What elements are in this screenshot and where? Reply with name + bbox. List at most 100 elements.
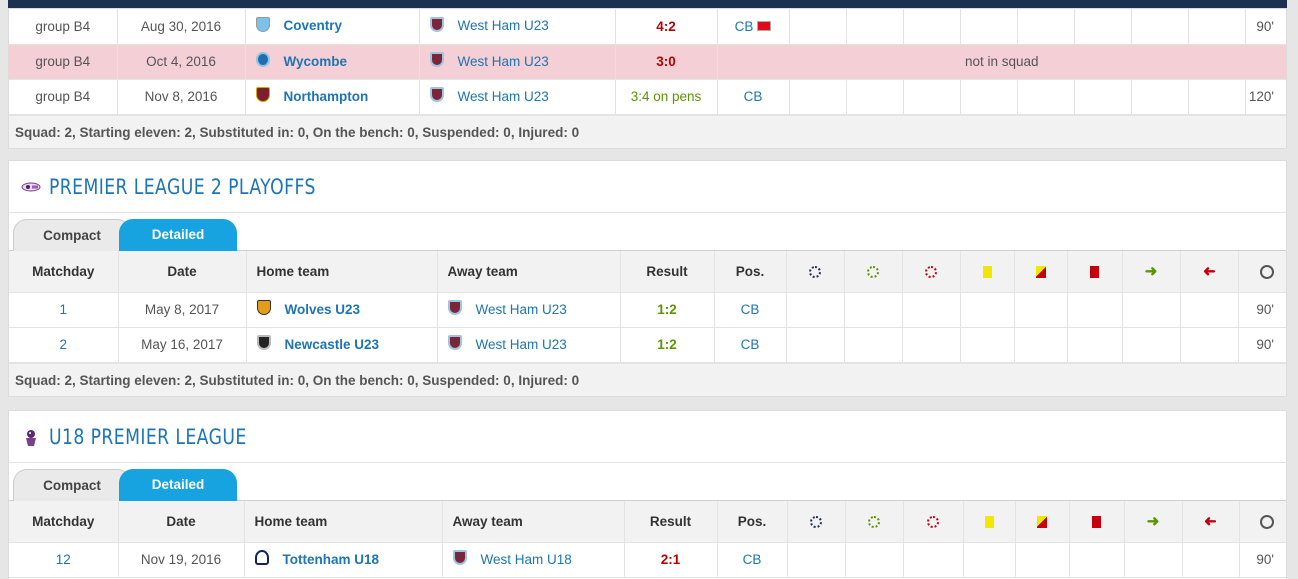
home-team-link[interactable]: Wycombe — [283, 53, 348, 69]
away-team-link[interactable]: West Ham U23 — [457, 53, 549, 69]
matchday-cell: group B4 — [9, 79, 118, 115]
tab-detailed[interactable]: Detailed — [119, 219, 237, 251]
matchday-header[interactable]: Matchday — [9, 251, 119, 293]
away-team-link[interactable]: West Ham U23 — [457, 88, 549, 104]
date-cell: Nov 8, 2016 — [117, 79, 246, 115]
squad-summary: Squad: 2, Starting eleven: 2, Substitute… — [9, 362, 1286, 396]
minutes-cell: 90' — [1238, 292, 1286, 328]
home-team-link[interactable]: Wolves U23 — [284, 301, 361, 317]
home-team-link[interactable]: Tottenham U18 — [282, 551, 380, 567]
date-header[interactable]: Date — [118, 251, 247, 293]
top-bar — [8, 0, 1287, 8]
home-team-link[interactable]: Northampton — [283, 88, 369, 104]
second-yellow-icon — [1035, 266, 1046, 279]
result-link[interactable]: 3:4 on pens — [630, 89, 702, 104]
wycombe-crest-icon — [255, 52, 270, 68]
away-team-link[interactable]: West Ham U23 — [457, 18, 549, 34]
away-team-header[interactable]: Away team — [442, 501, 625, 543]
pl2-table: Matchday Date Home team Away team Result… — [9, 251, 1286, 363]
date-cell: Aug 30, 2016 — [117, 9, 246, 45]
matchday-link[interactable]: 12 — [55, 552, 71, 567]
yellow-card-icon — [984, 516, 994, 529]
position-header[interactable]: Pos. — [714, 251, 787, 293]
newcastle-crest-icon — [256, 335, 271, 351]
result-header[interactable]: Result — [624, 501, 718, 543]
own-goals-icon — [925, 266, 937, 279]
result-link[interactable]: 2:1 — [660, 552, 681, 567]
red-card-icon — [1090, 266, 1099, 279]
table-row[interactable]: 12 Nov 19, 2016 Tottenham U18 West Ham U… — [9, 542, 1286, 578]
wolves-crest-icon — [256, 300, 271, 316]
substituted-in-icon: ➜ — [1144, 263, 1158, 281]
tab-detailed[interactable]: Detailed — [119, 469, 237, 501]
west-ham-crest-icon — [447, 300, 462, 316]
matchday-cell: group B4 — [9, 9, 118, 45]
goals-icon — [809, 266, 821, 279]
goals-icon — [810, 516, 822, 529]
home-team-link[interactable]: Newcastle U23 — [284, 336, 380, 352]
minutes-cell: 90' — [1239, 542, 1286, 578]
position-cell: CB — [742, 552, 762, 567]
pl2-playoffs-section: PREMIER LEAGUE 2 PLAYOFFS Compact Detail… — [8, 160, 1287, 397]
minutes-clock-icon — [1260, 264, 1274, 279]
date-cell: Oct 4, 2016 — [117, 44, 246, 80]
date-cell: May 16, 2017 — [118, 327, 247, 363]
captain-flag-icon — [757, 21, 772, 32]
own-goals-icon — [927, 516, 939, 529]
table-row[interactable]: 1 May 8, 2017 Wolves U23 West Ham U23 1:… — [9, 292, 1286, 328]
position-cell: CB — [734, 18, 754, 34]
matchday-link[interactable]: 2 — [59, 337, 67, 352]
yellow-card-icon — [982, 266, 992, 279]
u18-premier-league-section: U18 PREMIER LEAGUE Compact Detailed Matc… — [8, 410, 1287, 579]
substituted-in-icon: ➜ — [1146, 513, 1160, 531]
result-link[interactable]: 4:2 — [656, 18, 676, 34]
date-cell: May 8, 2017 — [118, 292, 247, 328]
assists-icon — [868, 516, 880, 529]
date-header[interactable]: Date — [118, 501, 245, 543]
section-title: PREMIER LEAGUE 2 PLAYOFFS — [9, 161, 1286, 213]
date-cell: Nov 19, 2016 — [118, 542, 245, 578]
position-cell: CB — [740, 302, 760, 317]
away-team-link[interactable]: West Ham U23 — [475, 301, 567, 317]
result-link[interactable]: 1:2 — [657, 337, 677, 352]
west-ham-crest-icon — [452, 550, 467, 566]
northampton-crest-icon — [255, 87, 270, 103]
result-link[interactable]: 3:0 — [656, 54, 676, 69]
home-team-header[interactable]: Home team — [244, 501, 443, 543]
view-tabs: Compact Detailed — [9, 463, 1286, 501]
minutes-cell: 120' — [1245, 79, 1286, 115]
matchday-cell: group B4 — [9, 44, 118, 80]
table-row[interactable]: group B4 Aug 30, 2016 Coventry West Ham … — [9, 9, 1286, 45]
premier-league-lion-logo-icon — [21, 428, 41, 446]
substituted-out-icon: ➜ — [1204, 513, 1217, 531]
minutes-cell: 90' — [1238, 327, 1286, 363]
matchday-header[interactable]: Matchday — [9, 501, 119, 543]
position-header[interactable]: Pos. — [717, 501, 788, 543]
second-yellow-icon — [1037, 516, 1047, 529]
view-tabs: Compact Detailed — [9, 213, 1286, 251]
away-team-link[interactable]: West Ham U23 — [475, 336, 567, 352]
home-team-link[interactable]: Coventry — [283, 18, 343, 34]
cup-section: group B4 Aug 30, 2016 Coventry West Ham … — [8, 8, 1287, 149]
away-team-link[interactable]: West Ham U18 — [480, 551, 572, 567]
table-row[interactable]: group B4 Oct 4, 2016 Wycombe West Ham U2… — [9, 44, 1286, 80]
tab-compact[interactable]: Compact — [13, 469, 131, 501]
matchday-link[interactable]: 1 — [59, 302, 67, 317]
tab-compact[interactable]: Compact — [13, 219, 131, 251]
squad-summary: Squad: 2, Starting eleven: 2, Substitute… — [9, 114, 1286, 148]
table-row[interactable]: 2 May 16, 2017 Newcastle U23 West Ham U2… — [9, 327, 1286, 363]
premier-league-2-logo-icon — [21, 178, 41, 196]
west-ham-crest-icon — [429, 17, 444, 33]
section-title: U18 PREMIER LEAGUE — [9, 411, 1286, 463]
home-team-header[interactable]: Home team — [246, 251, 438, 293]
west-ham-crest-icon — [429, 52, 444, 68]
cup-table: group B4 Aug 30, 2016 Coventry West Ham … — [9, 9, 1286, 115]
minutes-clock-icon — [1260, 514, 1274, 529]
assists-icon — [867, 266, 879, 279]
result-link[interactable]: 1:2 — [657, 302, 677, 317]
table-row[interactable]: group B4 Nov 8, 2016 Northampton West Ha… — [9, 79, 1286, 115]
substituted-out-icon: ➜ — [1202, 263, 1216, 281]
away-team-header[interactable]: Away team — [437, 251, 621, 293]
west-ham-crest-icon — [429, 87, 444, 103]
result-header[interactable]: Result — [620, 251, 715, 293]
